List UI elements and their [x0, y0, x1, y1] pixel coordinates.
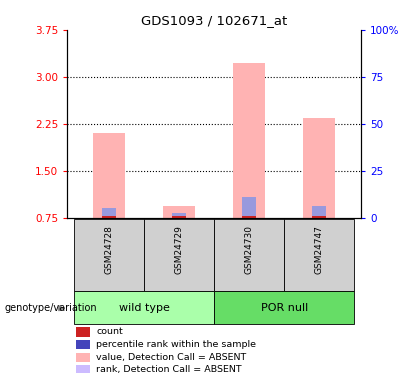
Title: GDS1093 / 102671_at: GDS1093 / 102671_at	[141, 15, 287, 27]
Bar	[74, 291, 214, 324]
Bar	[284, 219, 354, 291]
Bar	[312, 206, 326, 218]
Bar	[172, 216, 186, 217]
Bar	[76, 327, 90, 337]
Text: wild type: wild type	[119, 303, 170, 313]
Text: GSM24729: GSM24729	[175, 225, 184, 274]
Bar	[76, 365, 90, 375]
Bar	[76, 352, 90, 362]
Bar	[304, 117, 335, 218]
Bar	[102, 216, 116, 217]
Bar	[312, 216, 326, 217]
Text: genotype/variation: genotype/variation	[4, 303, 97, 313]
Bar	[214, 219, 284, 291]
Bar	[144, 219, 214, 291]
Bar	[76, 340, 90, 349]
Text: GSM24730: GSM24730	[245, 225, 254, 274]
Bar	[102, 207, 116, 218]
Text: percentile rank within the sample: percentile rank within the sample	[96, 340, 256, 349]
Text: GSM24728: GSM24728	[105, 225, 114, 274]
Text: count: count	[96, 327, 123, 336]
Text: value, Detection Call = ABSENT: value, Detection Call = ABSENT	[96, 352, 246, 362]
Text: POR null: POR null	[260, 303, 308, 313]
Bar	[234, 63, 265, 217]
Bar	[163, 206, 195, 218]
Bar	[172, 213, 186, 217]
Bar	[74, 219, 144, 291]
Bar	[214, 291, 354, 324]
Bar	[94, 133, 125, 218]
Text: GSM24747: GSM24747	[315, 225, 324, 274]
Bar	[242, 197, 256, 217]
Bar	[242, 216, 256, 217]
Text: rank, Detection Call = ABSENT: rank, Detection Call = ABSENT	[96, 365, 242, 374]
